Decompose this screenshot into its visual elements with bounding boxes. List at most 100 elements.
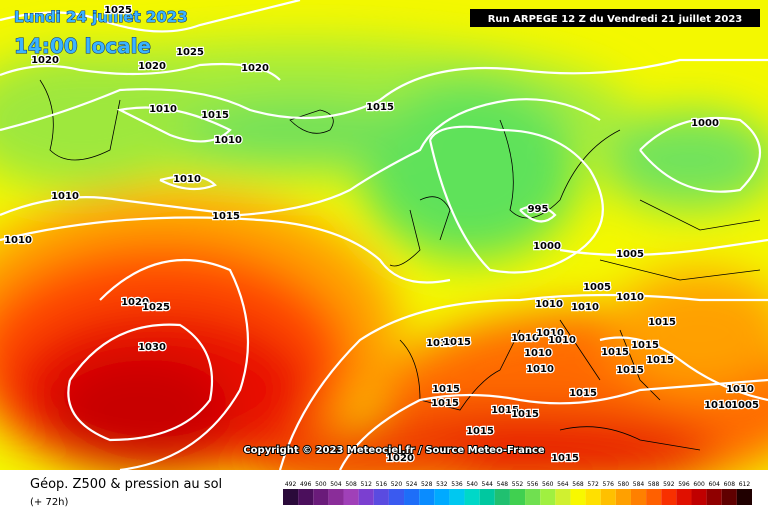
isobar-label: 1010 [426,338,454,349]
isobar-label: 1020 [386,453,414,464]
scale-tick-label: 612 [739,481,751,488]
scale-swatch [736,489,752,505]
isobar-label: 1005 [583,282,611,293]
date-label: Lundi 24 juillet 2023 [14,8,188,26]
isobar-label: 1015 [466,426,494,437]
scale-tick-label: 512 [360,481,372,488]
copyright: Copyright © 2023 Meteociel.fr / Source M… [243,445,545,456]
scale-tick-label: 568 [572,481,584,488]
coastlines [39,79,761,451]
isobar-label: 1010 [149,104,177,115]
scale-swatch [373,489,389,505]
isobar-label: 1020 [138,61,166,72]
scale-swatch [646,489,662,505]
scale-swatch [313,489,329,505]
isobar-label: 1025 [104,5,132,16]
scale-tick-label: 508 [345,481,357,488]
scale-swatch [615,489,631,505]
isobar-label: 1005 [616,249,644,260]
scale-tick-label: 492 [285,481,297,488]
isobar-label: 1015 [648,317,676,328]
scale-swatch [388,489,405,505]
scale-tick-label: 504 [330,481,342,488]
isobar-label: 1015 [601,347,629,358]
scale-swatch [555,489,571,505]
scale-swatch [283,489,299,505]
scale-swatch [343,489,359,505]
scale-tick-label: 604 [708,481,720,488]
scale-tick-label: 596 [678,481,690,488]
isobar-label: 1010 [548,335,576,346]
scale-tick-label: 548 [497,481,509,488]
scale-tick-label: 592 [663,481,675,488]
isobar-label: 1020 [121,297,149,308]
scale-swatch [706,489,722,505]
isobar-label: 1010 [524,348,552,359]
scale-swatch [464,489,480,505]
isobar-label: 1010 [536,328,564,339]
scale-tick-label: 532 [436,481,448,488]
isobars [0,0,768,470]
scale-swatch [404,489,420,505]
isobar-label: 1010 [616,292,644,303]
map-field [0,0,768,470]
scale-swatch [585,489,601,505]
isobar-label: 1015 [432,384,460,395]
isobar-label: 1010 [214,135,242,146]
isobar-label: 1015 [366,102,394,113]
scale-tick-label: 500 [315,481,327,488]
isobar-label: 1010 [571,302,599,313]
scale-tick-label: 576 [603,481,615,488]
scale-swatch [570,489,586,505]
scale-swatch [721,489,737,505]
run-box [470,9,760,27]
isobar-label: 1020 [241,63,269,74]
scale-tick-label: 496 [300,481,312,488]
isobar-label: 1015 [631,340,659,351]
isobar-label: 1010 [726,384,754,395]
isobar-label: 1010 [173,174,201,185]
scale-tick-label: 600 [693,481,705,488]
scale-tick-label: 572 [587,481,599,488]
scale-tick-label: 544 [482,481,494,488]
isobar-label: 1010 [535,299,563,310]
isobar-label: 1010 [51,191,79,202]
scale-tick-label: 608 [724,481,736,488]
scale-swatch [509,489,526,505]
isobar-label: 1015 [431,398,459,409]
scale-swatch [691,489,707,505]
isobar-label: 1010 [526,364,554,375]
isobar-label: 1015 [646,355,674,366]
isobar-label: 1005 [731,400,759,411]
scale-tick-label: 516 [376,481,388,488]
isobar-label: 1030 [138,342,166,353]
isobar-label: 1025 [142,302,170,313]
time-label: 14:00 locale [14,34,151,58]
scale-tick-label: 528 [421,481,433,488]
legend-title: Géop. Z500 & pression au sol [30,477,222,492]
scale-swatch [661,489,677,505]
isobar-label: 1010 [704,400,732,411]
scale-swatch [328,489,344,505]
scale-swatch [630,489,647,505]
scale-swatch [525,489,541,505]
isobar-label: 1000 [691,118,719,129]
scale-swatch [676,489,692,505]
scale-tick-label: 520 [391,481,403,488]
scale-swatch [298,489,314,505]
scale-tick-label: 560 [542,481,554,488]
scale-tick-label: 588 [648,481,660,488]
isobar-label: 1025 [176,47,204,58]
scale-swatch [479,489,495,505]
scale-swatch [358,489,374,505]
isobar-label: 1000 [533,241,561,252]
scale-tick-label: 524 [406,481,418,488]
isobar-label: 1015 [443,337,471,348]
scale-tick-label: 556 [527,481,539,488]
scale-swatch [540,489,556,505]
colorbar: 492 496 500 504 508 512 516 520 524 528 532 536 540 5… [283,481,752,505]
scale-swatch [419,489,435,505]
